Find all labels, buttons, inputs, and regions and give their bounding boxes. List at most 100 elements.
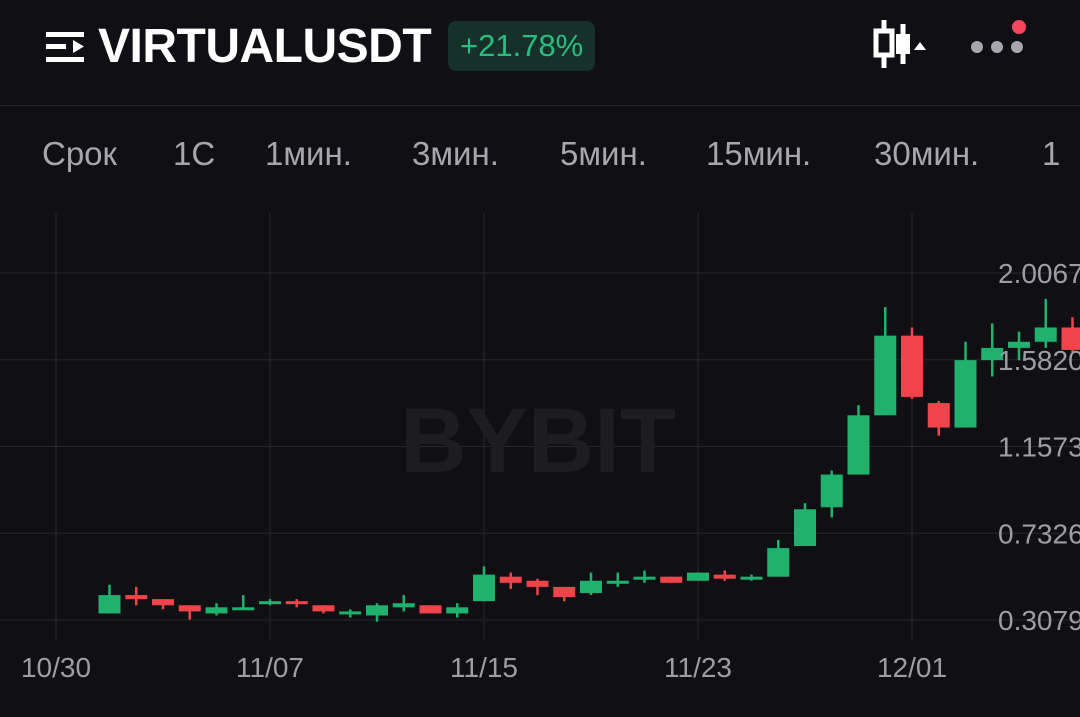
candle <box>580 572 602 596</box>
date-tick-label: 10/30 <box>21 652 91 683</box>
candle-body <box>767 548 790 577</box>
candle <box>499 572 522 589</box>
candle <box>874 307 897 416</box>
candle-body <box>981 347 1004 361</box>
candle <box>606 572 629 587</box>
candle-body <box>874 335 897 416</box>
candle <box>901 327 923 399</box>
date-tick-label: 11/07 <box>236 652 304 683</box>
candle <box>98 584 121 614</box>
candle <box>927 401 950 436</box>
date-tick-label: 12/01 <box>877 652 947 683</box>
candle <box>419 605 442 614</box>
tab-1s[interactable]: 1С <box>173 135 216 172</box>
candle <box>687 572 709 581</box>
candle-body <box>580 580 602 594</box>
candle <box>767 539 790 577</box>
tab-30min[interactable]: 30мин. <box>874 135 980 172</box>
candle-body <box>285 601 308 605</box>
candle-body <box>366 605 388 616</box>
candle <box>473 566 495 602</box>
candle-body <box>125 595 148 600</box>
candle-body <box>473 574 495 602</box>
candle-body <box>606 580 629 584</box>
candle-body <box>660 576 683 583</box>
candle <box>526 578 549 596</box>
candle-body <box>820 474 843 508</box>
header: VIRTUALUSDT +21.78% <box>0 0 1080 106</box>
candle <box>553 586 576 602</box>
price-axis: 2.0067 1.5820 1.1573 0.7326 0.3079 <box>998 258 1080 636</box>
candle <box>794 503 816 547</box>
chart-grid <box>0 213 1080 640</box>
candle <box>740 574 763 581</box>
bybit-watermark: BYBIT <box>400 390 676 492</box>
symbol-title[interactable]: VIRTUALUSDT <box>98 20 432 73</box>
candle-body <box>1008 341 1030 348</box>
candle <box>847 405 870 475</box>
candle-body <box>312 605 335 612</box>
candle <box>178 605 201 620</box>
candle-body <box>687 572 709 581</box>
candle-body <box>927 403 950 428</box>
date-tick-label: 11/23 <box>664 652 732 683</box>
candle-body <box>954 360 977 428</box>
tab-term[interactable]: Срок <box>42 135 117 172</box>
price-tick-label: 0.7326 <box>998 518 1080 549</box>
candle <box>633 570 656 583</box>
candlestick-chart-icon[interactable] <box>872 18 928 70</box>
candle-body <box>713 574 736 579</box>
candle-body <box>1034 327 1057 342</box>
candle-body <box>794 509 816 547</box>
candle <box>660 576 683 583</box>
price-tick-label: 2.0067 <box>998 258 1080 289</box>
candlestick-chart[interactable]: BYBIT 2.0067 1.5820 1.1573 0.7326 0.3079 10/… <box>0 205 1080 717</box>
tab-15min[interactable]: 15мин. <box>706 135 812 172</box>
price-change-badge: +21.78% <box>448 21 596 71</box>
candle-body <box>178 605 201 612</box>
candle <box>981 323 1004 377</box>
tab-3min[interactable]: 3мин. <box>412 135 499 172</box>
candle <box>1061 317 1080 352</box>
candle-body <box>633 576 656 580</box>
candle <box>152 599 174 610</box>
candle <box>713 570 736 581</box>
candle-body <box>446 607 469 614</box>
candle <box>1008 331 1030 361</box>
candle <box>232 595 255 611</box>
tab-more-intervals[interactable]: 1 <box>1042 135 1061 172</box>
candle-body <box>392 603 415 608</box>
candle-body <box>1061 327 1080 350</box>
candles <box>98 298 1080 622</box>
candle <box>339 609 362 618</box>
candle-body <box>205 607 228 614</box>
notification-dot-icon <box>1012 20 1026 34</box>
candle <box>366 603 388 622</box>
candle-body <box>259 601 281 605</box>
candle <box>446 603 469 618</box>
candle-body <box>232 607 255 611</box>
candle-body <box>98 595 121 614</box>
candle-body <box>740 576 763 580</box>
more-dots-icon[interactable] <box>966 20 1028 70</box>
candle-body <box>847 415 870 475</box>
price-tick-label: 0.3079 <box>998 605 1080 636</box>
price-tick-label: 1.1573 <box>998 432 1080 463</box>
candle-body <box>339 611 362 615</box>
tab-5min[interactable]: 5мин. <box>560 135 647 172</box>
candle <box>392 595 415 612</box>
candle <box>205 603 228 616</box>
candle-body <box>419 605 442 614</box>
candle-body <box>526 580 549 587</box>
date-axis: 10/30 11/07 11/15 11/23 12/01 <box>21 652 947 683</box>
date-tick-label: 11/15 <box>450 652 518 683</box>
menu-collapse-icon[interactable] <box>46 31 88 63</box>
candle <box>954 341 977 428</box>
candle-body <box>901 335 923 397</box>
candle <box>285 599 308 608</box>
candle <box>259 599 281 606</box>
candle-body <box>499 576 522 583</box>
price-tick-label: 1.5820 <box>998 345 1080 376</box>
candle <box>125 586 148 606</box>
tab-1min[interactable]: 1мин. <box>265 135 352 172</box>
